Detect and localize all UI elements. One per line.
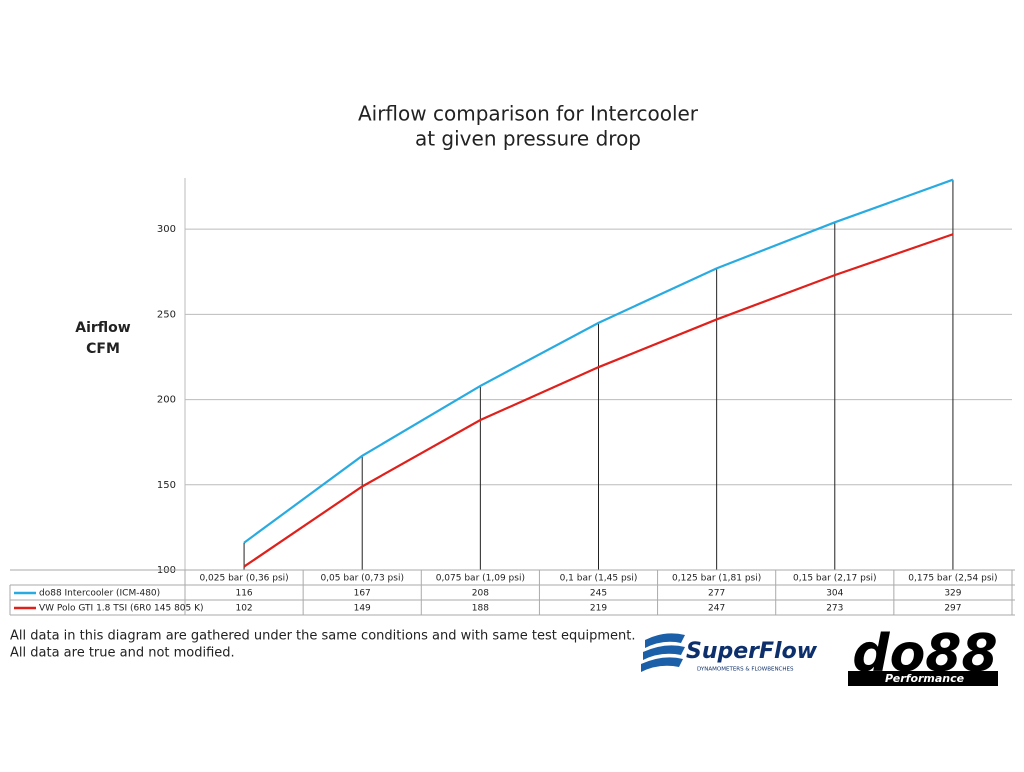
y-tick-label: 200 (157, 395, 176, 406)
series-line (243, 233, 954, 568)
x-tick-label: 0,1 bar (1,45 psi) (560, 574, 638, 584)
y-axis-label: CFM (86, 341, 120, 357)
chart-title: Airflow comparison for Intercooler (358, 102, 699, 126)
footnote: All data are true and not modified. (10, 646, 235, 661)
logo-bar (848, 671, 998, 686)
y-axis-label: Airflow (75, 320, 131, 336)
table-value: 297 (944, 604, 961, 614)
footnote: All data in this diagram are gathered un… (10, 629, 635, 644)
table-value: 208 (472, 589, 489, 599)
logo-tagline: Performance (885, 672, 965, 685)
table-value: 219 (590, 604, 607, 614)
table-value: 167 (354, 589, 371, 599)
x-tick-label: 0,175 bar (2,54 psi) (908, 574, 997, 584)
table-value: 277 (708, 589, 725, 599)
y-tick-label: 300 (157, 224, 176, 235)
superflow-logo: SuperFlow DYNAMOMETERS & FLOWBENCHES (641, 633, 818, 673)
series-line (243, 178, 954, 544)
x-tick-label: 0,15 bar (2,17 psi) (793, 574, 877, 584)
logo-tagline: DYNAMOMETERS & FLOWBENCHES (697, 667, 794, 673)
table-value: 149 (354, 604, 371, 614)
table-value: 102 (235, 604, 252, 614)
legend-label: do88 Intercooler (ICM-480) (39, 589, 160, 599)
y-tick-label: 150 (157, 480, 176, 491)
legend-label: VW Polo GTI 1.8 TSI (6R0 145 805 K) (39, 604, 204, 614)
logo-text: SuperFlow (686, 639, 818, 664)
table-value: 188 (472, 604, 489, 614)
chart-title: at given pressure drop (415, 127, 641, 151)
table-value: 273 (826, 604, 843, 614)
y-tick-label: 250 (157, 309, 176, 320)
logo-mark (641, 633, 685, 672)
x-tick-label: 0,075 bar (1,09 psi) (436, 574, 525, 584)
table-value: 245 (590, 589, 607, 599)
x-tick-label: 0,025 bar (0,36 psi) (199, 574, 288, 584)
do88-logo: do88 Performance (848, 624, 998, 686)
table-value: 116 (235, 589, 252, 599)
x-tick-label: 0,05 bar (0,73 psi) (320, 574, 404, 584)
table-value: 304 (826, 589, 843, 599)
table-value: 247 (708, 604, 725, 614)
x-tick-label: 0,125 bar (1,81 psi) (672, 574, 761, 584)
table-value: 329 (944, 589, 961, 599)
